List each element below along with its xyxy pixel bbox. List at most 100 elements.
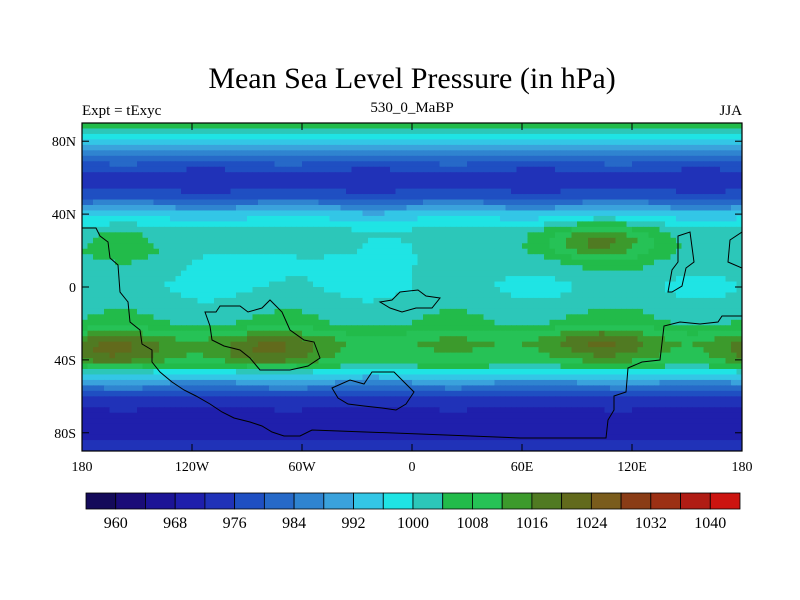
field-cell xyxy=(676,183,682,190)
field-cell xyxy=(93,166,99,173)
field-cell xyxy=(274,221,281,228)
field-cell xyxy=(549,281,556,288)
field-cell xyxy=(516,281,523,288)
field-cell xyxy=(181,314,187,321)
field-cell xyxy=(274,144,281,151)
field-cell xyxy=(566,303,572,310)
field-cell xyxy=(142,232,149,239)
field-cell xyxy=(417,248,424,255)
field-cell xyxy=(384,150,391,157)
field-cell xyxy=(417,308,424,315)
field-cell xyxy=(324,123,330,129)
field-cell xyxy=(577,205,583,211)
field-cell xyxy=(621,303,627,310)
field-cell xyxy=(197,259,204,266)
field-cell xyxy=(456,177,462,184)
field-cell xyxy=(456,232,462,239)
field-cell xyxy=(703,281,710,288)
field-cell xyxy=(648,243,655,250)
field-cell xyxy=(159,183,165,190)
field-cell xyxy=(291,144,297,151)
field-cell xyxy=(340,221,347,228)
field-cell xyxy=(280,276,286,283)
field-cell xyxy=(390,133,396,140)
field-cell xyxy=(120,226,127,233)
field-cell xyxy=(648,281,655,288)
field-cell xyxy=(709,161,715,168)
field-cell xyxy=(148,155,154,162)
field-cell xyxy=(582,281,589,288)
field-cell xyxy=(500,183,506,190)
field-cell xyxy=(313,265,319,272)
field-cell xyxy=(120,155,127,162)
field-cell xyxy=(516,172,523,179)
field-cell xyxy=(329,325,336,332)
field-cell xyxy=(533,183,539,190)
field-cell xyxy=(450,314,457,321)
field-cell xyxy=(307,281,314,288)
field-cell xyxy=(439,144,446,151)
field-cell xyxy=(93,226,99,233)
period-label: 530_0_MaBP xyxy=(370,100,453,116)
field-cell xyxy=(269,276,275,283)
field-cell xyxy=(357,281,363,288)
field-cell xyxy=(461,221,468,228)
field-cell xyxy=(285,270,292,277)
field-cell xyxy=(560,319,567,326)
field-cell xyxy=(703,221,710,228)
field-cell xyxy=(654,336,660,343)
field-cell xyxy=(285,123,292,129)
field-cell xyxy=(731,297,737,304)
field-cell xyxy=(665,243,671,250)
field-cell xyxy=(445,210,451,217)
field-cell xyxy=(588,341,594,348)
field-cell xyxy=(401,139,407,146)
field-cell xyxy=(131,188,138,195)
field-cell xyxy=(489,183,495,190)
field-cell xyxy=(725,166,732,173)
field-cell xyxy=(357,172,363,179)
field-cell xyxy=(164,347,171,354)
field-cell xyxy=(313,341,319,348)
field-cell xyxy=(186,194,193,201)
field-cell xyxy=(285,226,292,233)
field-cell xyxy=(236,123,242,129)
field-cell xyxy=(401,232,407,239)
field-cell xyxy=(329,166,336,173)
field-cell xyxy=(709,221,715,228)
field-cell xyxy=(395,232,402,239)
field-cell xyxy=(412,237,418,244)
field-cell xyxy=(318,325,325,332)
field-cell xyxy=(208,215,215,222)
field-cell xyxy=(709,232,715,239)
field-cell xyxy=(582,183,589,190)
field-cell xyxy=(258,325,264,332)
field-cell xyxy=(98,254,105,261)
field-cell xyxy=(109,215,116,222)
field-cell xyxy=(478,150,484,157)
field-cell xyxy=(186,336,193,343)
field-cell xyxy=(538,243,545,250)
field-cell xyxy=(214,292,220,299)
field-cell xyxy=(428,325,435,332)
field-cell xyxy=(225,205,231,211)
field-cell xyxy=(280,341,286,348)
field-cell xyxy=(241,248,248,255)
field-cell xyxy=(170,161,176,168)
field-cell xyxy=(115,194,121,201)
field-cell xyxy=(670,341,677,348)
field-cell xyxy=(170,210,176,217)
field-cell xyxy=(599,303,605,310)
field-cell xyxy=(703,139,710,146)
field-cell xyxy=(412,276,418,283)
field-cell xyxy=(225,150,231,157)
field-cell xyxy=(522,259,528,266)
field-cell xyxy=(588,194,594,201)
field-cell xyxy=(390,128,396,135)
field-cell xyxy=(197,297,204,304)
field-cell xyxy=(291,166,297,173)
field-cell xyxy=(324,133,330,140)
field-cell xyxy=(285,155,292,162)
field-cell xyxy=(621,297,627,304)
field-cell xyxy=(538,265,545,272)
